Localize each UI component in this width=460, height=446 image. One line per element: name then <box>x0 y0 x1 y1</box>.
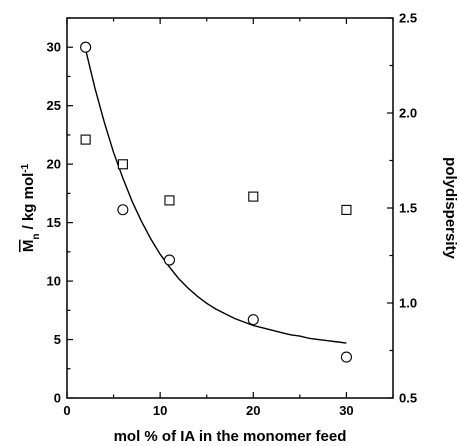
y-right-tick-label: 2.0 <box>399 106 417 121</box>
y-left-axis-title: Mn / kg mol-1 <box>20 163 42 252</box>
y-left-tick-label: 0 <box>54 391 61 406</box>
mn-point <box>117 204 129 216</box>
y-left-tick-label: 25 <box>47 98 61 113</box>
polydispersity-point <box>248 191 259 202</box>
polydispersity-point <box>117 159 128 170</box>
y-left-tick-label: 10 <box>47 274 61 289</box>
y-right-axis-title: polydispersity <box>442 157 459 259</box>
y-left-tick-label: 20 <box>47 157 61 172</box>
polydispersity-point <box>164 195 175 206</box>
y-left-tick-label: 15 <box>47 215 61 230</box>
y-right-tick-label: 0.5 <box>399 391 417 406</box>
mn-point <box>340 351 352 363</box>
x-tick-label: 30 <box>339 403 353 418</box>
fit-curve-group <box>84 49 347 344</box>
polydispersity-point <box>80 134 91 145</box>
fit-curve <box>84 49 347 344</box>
y-right-tick-label: 1.0 <box>399 296 417 311</box>
y-left-title-sup: -1 <box>20 163 31 172</box>
y-left-tick-label: 30 <box>47 40 61 55</box>
x-tick-label: 20 <box>246 403 260 418</box>
x-axis-title: mol % of IA in the monomer feed <box>114 428 347 445</box>
mn-point <box>163 254 176 266</box>
y-left-title-sub: n <box>31 234 42 240</box>
x-tick-label: 10 <box>153 403 167 418</box>
y-left-title-main: M <box>20 240 37 253</box>
mn-point <box>247 314 259 326</box>
x-tick-label: 0 <box>63 403 70 418</box>
y-left-title-rest: / kg mol <box>20 173 37 234</box>
y-right-tick-label: 1.5 <box>399 201 417 216</box>
data-points <box>80 41 352 363</box>
ticks: 0 10 20 30 0 5 10 15 20 25 30 0.5 1.0 1.5 2.0 2.5 <box>47 11 418 419</box>
y-right-tick-label: 2.5 <box>399 11 417 26</box>
polydispersity-point <box>341 204 352 215</box>
mn-point <box>80 41 92 53</box>
y-left-tick-label: 5 <box>54 332 61 347</box>
